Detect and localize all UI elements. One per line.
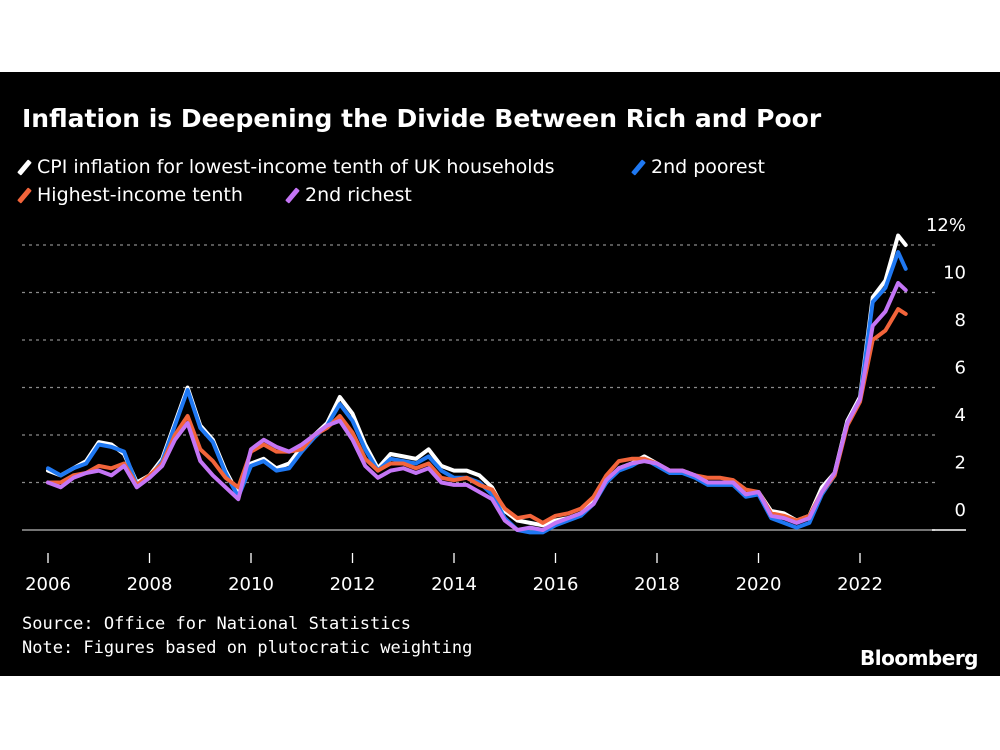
y-tick-label: 8 bbox=[955, 310, 966, 331]
legend-item-lowest: CPI inflation for lowest-income tenth of… bbox=[17, 156, 555, 178]
x-tick-label: 2022 bbox=[837, 574, 883, 595]
x-tick-label: 2010 bbox=[228, 574, 274, 595]
source-note: Source: Office for National Statistics bbox=[22, 614, 411, 634]
y-tick-label: 4 bbox=[955, 405, 966, 426]
series-line-3 bbox=[46, 281, 908, 532]
legend-label-2nd-poorest: 2nd poorest bbox=[651, 156, 765, 178]
y-tick-label: 6 bbox=[955, 358, 966, 379]
legend-label-highest: Highest-income tenth bbox=[37, 184, 243, 206]
x-tick-label: 2012 bbox=[330, 574, 376, 595]
bloomberg-logo: Bloomberg bbox=[860, 646, 978, 670]
y-tick-label: 0 bbox=[955, 500, 966, 521]
x-tick-label: 2016 bbox=[533, 574, 579, 595]
y-tick-label: 2 bbox=[955, 453, 966, 474]
chart-panel bbox=[0, 72, 1000, 676]
y-tick-label: 12% bbox=[926, 215, 966, 236]
x-tick-label: 2006 bbox=[25, 574, 71, 595]
chart-title: Inflation is Deepening the Divide Betwee… bbox=[22, 104, 822, 133]
x-tick-label: 2014 bbox=[431, 574, 477, 595]
legend-label-2nd-richest: 2nd richest bbox=[305, 184, 412, 206]
legend-item-2nd-richest: 2nd richest bbox=[285, 184, 412, 206]
y-tick-label: 10 bbox=[943, 263, 966, 284]
x-tick-label: 2018 bbox=[634, 574, 680, 595]
x-tick-label: 2008 bbox=[127, 574, 173, 595]
legend-label-lowest: CPI inflation for lowest-income tenth of… bbox=[37, 156, 555, 178]
x-tick-label: 2020 bbox=[736, 574, 782, 595]
footnote: Note: Figures based on plutocratic weigh… bbox=[22, 638, 473, 658]
legend-item-2nd-poorest: 2nd poorest bbox=[631, 156, 765, 178]
legend-item-highest: Highest-income tenth bbox=[17, 184, 243, 206]
